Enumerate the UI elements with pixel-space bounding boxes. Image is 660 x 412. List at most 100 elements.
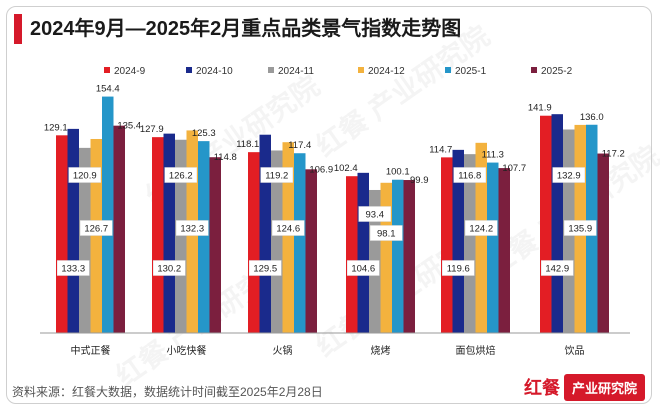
- bar: [380, 182, 392, 333]
- brand-mark: 红餐 产业研究院: [524, 372, 646, 402]
- bar: [305, 169, 317, 333]
- value-label: 118.1: [236, 139, 259, 150]
- value-label: 124.6: [276, 224, 300, 235]
- value-label: 111.3: [482, 150, 504, 161]
- bar: [90, 138, 102, 333]
- value-label: 102.4: [334, 163, 358, 174]
- chart-title: 2024年9月—2025年2月重点品类景气指数走势图: [30, 18, 462, 40]
- value-label: 129.1: [44, 122, 68, 133]
- bar: [175, 139, 187, 333]
- value-label: 154.4: [96, 84, 120, 95]
- brand-name: 产业研究院: [564, 373, 646, 401]
- legend-label: 2025-1: [455, 66, 487, 77]
- value-label: 99.9: [410, 175, 429, 186]
- bar: [56, 135, 68, 333]
- value-label: 120.9: [73, 171, 97, 182]
- category-label: 小吃快餐: [167, 344, 207, 357]
- bar: [464, 154, 476, 333]
- value-label: 127.9: [140, 124, 164, 135]
- value-label: 117.2: [602, 149, 625, 160]
- bar: [498, 168, 510, 333]
- brand-logo: 红餐: [524, 378, 560, 398]
- value-label: 93.4: [366, 210, 385, 221]
- bar: [152, 137, 164, 333]
- bar: [102, 96, 114, 333]
- bar: [475, 142, 487, 333]
- bar: [441, 157, 453, 333]
- bar: [597, 153, 609, 333]
- value-label: 100.1: [386, 167, 410, 178]
- bar: [540, 115, 552, 333]
- value-label: 141.9: [528, 103, 552, 114]
- value-label: 135.4: [117, 121, 141, 132]
- value-label: 104.6: [351, 264, 375, 275]
- chart-frame: [6, 6, 652, 404]
- category-label: 火锅: [273, 345, 293, 357]
- bar: [346, 176, 358, 333]
- value-label: 132.3: [180, 224, 204, 235]
- bar: [198, 141, 210, 333]
- bar: [248, 152, 260, 333]
- value-label-box: [541, 260, 574, 276]
- value-label: 114.8: [214, 152, 237, 163]
- legend-swatch: [268, 67, 274, 73]
- bar: [403, 180, 415, 333]
- value-label: 124.2: [469, 224, 493, 235]
- bar: [487, 162, 499, 333]
- category-label: 中式正餐: [71, 344, 111, 357]
- legend-label: 2024-12: [368, 66, 405, 77]
- value-label-box: [260, 167, 293, 183]
- value-label-box: [164, 167, 197, 183]
- value-label-box: [80, 220, 113, 236]
- legend-label: 2025-2: [541, 66, 573, 77]
- value-label: 116.8: [458, 171, 481, 182]
- value-label: 106.9: [309, 164, 333, 175]
- legend-swatch: [186, 67, 192, 73]
- value-label-box: [57, 260, 90, 276]
- value-label: 107.7: [502, 163, 526, 174]
- bar: [357, 172, 369, 333]
- category-label: 饮品: [565, 344, 585, 357]
- value-label-box: [358, 206, 391, 222]
- legend-label: 2024-9: [114, 66, 146, 77]
- value-label: 135.9: [568, 224, 592, 235]
- value-label: 126.2: [169, 171, 193, 182]
- bar: [209, 157, 221, 333]
- legend-label: 2024-10: [196, 66, 233, 77]
- value-label: 133.3: [61, 264, 85, 275]
- bar: [452, 149, 464, 333]
- value-label: 114.7: [429, 144, 452, 155]
- value-label: 119.6: [447, 264, 470, 275]
- legend-swatch: [104, 67, 110, 73]
- bar: [163, 133, 175, 333]
- value-label-box: [347, 260, 380, 276]
- bar: [551, 114, 563, 333]
- title-accent-bar: [14, 14, 22, 44]
- legend-swatch: [358, 67, 364, 73]
- value-label-box: [552, 167, 585, 183]
- value-label: 119.2: [265, 171, 288, 182]
- bar: [79, 147, 91, 333]
- legend-swatch: [445, 67, 451, 73]
- value-label-box: [465, 220, 498, 236]
- value-label: 130.2: [157, 264, 181, 275]
- value-label-box: [153, 260, 186, 276]
- value-label: 125.3: [192, 128, 216, 139]
- value-label: 132.9: [557, 171, 581, 182]
- bar: [392, 179, 404, 333]
- value-label-box: [249, 260, 282, 276]
- value-label-box: [68, 167, 101, 183]
- bar: [282, 142, 294, 333]
- value-label-box: [442, 260, 475, 276]
- source-note: 资料来源：红餐大数据，数据统计时间截至2025年2月28日: [12, 385, 323, 399]
- value-label-box: [453, 167, 486, 183]
- bar: [294, 153, 306, 333]
- category-label: 面包烘焙: [456, 344, 496, 357]
- value-label: 142.9: [545, 264, 569, 275]
- bar: [113, 125, 125, 333]
- value-label-box: [370, 225, 403, 241]
- value-label: 129.5: [253, 264, 277, 275]
- bar: [67, 128, 79, 333]
- value-label-box: [564, 220, 597, 236]
